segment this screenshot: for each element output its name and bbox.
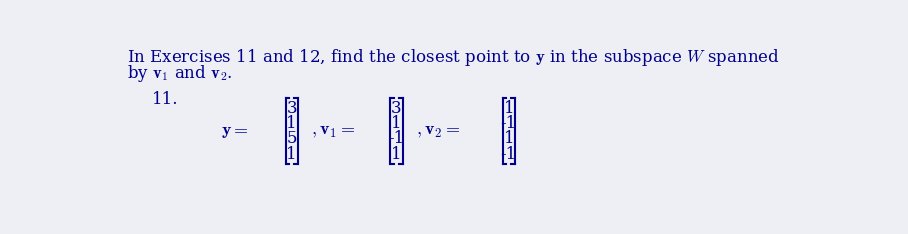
Text: by $\mathbf{v}_1$ and $\mathbf{v}_2$.: by $\mathbf{v}_1$ and $\mathbf{v}_2$. bbox=[127, 63, 233, 84]
Text: $, \mathbf{v}_2 =$: $, \mathbf{v}_2 =$ bbox=[416, 122, 459, 140]
Text: 1: 1 bbox=[503, 100, 514, 117]
Text: 3: 3 bbox=[391, 100, 401, 117]
Text: 1: 1 bbox=[503, 131, 514, 147]
Text: 1: 1 bbox=[286, 115, 297, 132]
Text: 1: 1 bbox=[286, 146, 297, 163]
Text: $\mathbf{y} =$: $\mathbf{y} =$ bbox=[222, 122, 249, 140]
Text: 11.: 11. bbox=[153, 91, 179, 108]
Text: 1: 1 bbox=[391, 146, 401, 163]
Text: 1: 1 bbox=[391, 115, 401, 132]
Text: -1: -1 bbox=[500, 146, 517, 163]
Text: In Exercises 11 and 12, find the closest point to $\mathbf{y}$ in the subspace $: In Exercises 11 and 12, find the closest… bbox=[127, 47, 780, 68]
Text: -1: -1 bbox=[389, 131, 404, 147]
Text: 5: 5 bbox=[287, 131, 297, 147]
Text: $, \mathbf{v}_1 =$: $, \mathbf{v}_1 =$ bbox=[311, 122, 355, 140]
Text: 3: 3 bbox=[286, 100, 297, 117]
Text: -1: -1 bbox=[500, 115, 517, 132]
